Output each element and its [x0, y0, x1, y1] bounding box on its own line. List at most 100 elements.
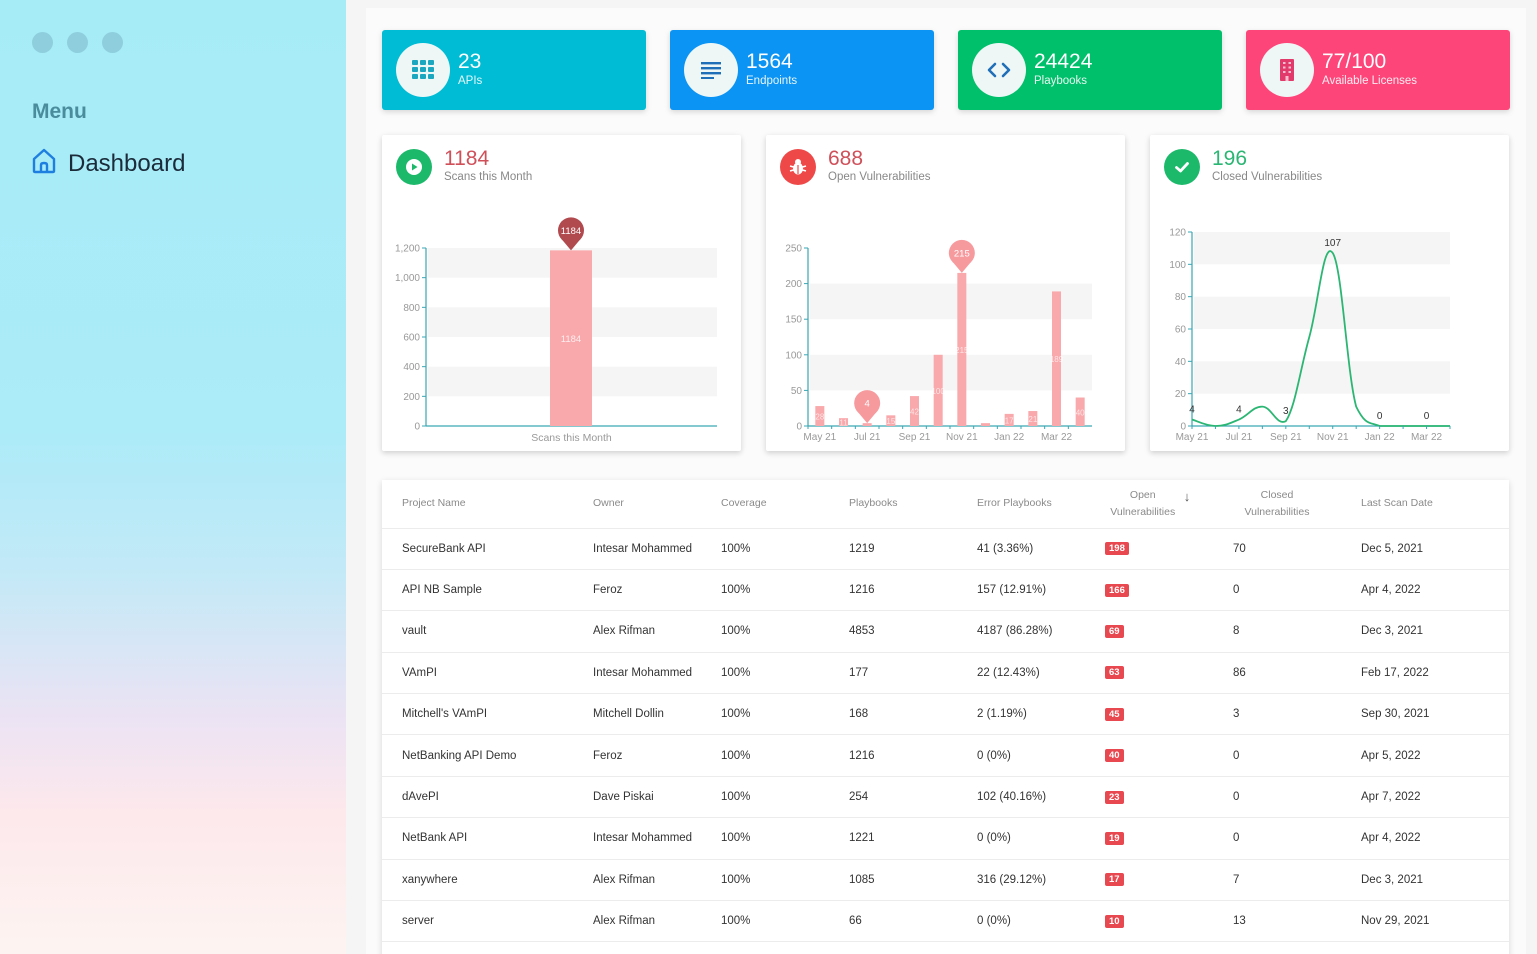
svg-text:Scans this Month: Scans this Month [531, 432, 612, 444]
open-vulnerabilities-badge: 63 [1105, 666, 1124, 680]
window-minimize-button[interactable] [67, 32, 88, 53]
stat-label: Endpoints [746, 75, 798, 87]
svg-text:Jan 22: Jan 22 [1365, 432, 1395, 443]
table-row[interactable]: NetBanking API Demo Feroz 100% 1216 0 (0%) 40… [382, 734, 1509, 777]
owner-cell: Mitchell Dollin [573, 693, 701, 736]
playbooks-cell: 1219 [829, 528, 957, 570]
project-name-cell: vault [382, 610, 573, 653]
svg-text:0: 0 [414, 422, 420, 433]
closed-vulnerabilities-cell: 7 [1213, 859, 1341, 902]
column-header-open-vulnerabilities[interactable]: Open Vulnerabilities ↓ [1085, 480, 1213, 529]
table-row[interactable]: dAvePI Dave Piskai 100% 254 102 (40.16%) 23 0 A… [382, 776, 1509, 819]
svg-text:200: 200 [403, 392, 420, 403]
table-row[interactable]: xanywhere Alex Rifman 100% 1085 316 (29.12%)… [382, 859, 1509, 902]
last-scan-date-cell: Apr 4, 2022 [1341, 817, 1509, 860]
svg-text:215: 215 [955, 346, 969, 355]
column-header-owner[interactable]: Owner [573, 480, 701, 529]
svg-text:May 21: May 21 [803, 432, 836, 443]
svg-text:0: 0 [1180, 422, 1186, 433]
open-vulnerabilities-badge: 166 [1105, 583, 1129, 597]
svg-text:15: 15 [886, 417, 895, 426]
stat-card-licenses[interactable]: 77/100 Available Licenses [1246, 30, 1510, 110]
window-close-button[interactable] [32, 32, 53, 53]
error-playbooks-cell: 22 (12.43%) [957, 652, 1085, 695]
svg-text:800: 800 [403, 303, 420, 314]
stat-card-endpoints[interactable]: 1564 Endpoints [670, 30, 934, 110]
error-playbooks-cell: 2 (1.19%) [957, 693, 1085, 736]
open-vulnerabilities-bar-chart[interactable]: 0 50 100 150 200 250 28 11 15 42 100 215 17 21 189 40 Ma… [766, 135, 1125, 451]
list-icon [684, 43, 738, 97]
coverage-cell: 100% [701, 569, 829, 612]
sidebar-item-dashboard[interactable]: Dashboard [30, 147, 185, 180]
svg-text:4: 4 [1236, 405, 1242, 416]
owner-cell: Feroz [573, 734, 701, 777]
table-row[interactable]: server Alex Rifman 100% 66 0 (0%) 10 13 Nov 29,… [382, 900, 1509, 943]
column-header-coverage[interactable]: Coverage [701, 480, 829, 529]
table-row[interactable]: SecureBank API Intesar Mohammed 100% 1219 41… [382, 528, 1509, 570]
column-header-playbooks[interactable]: Playbooks [829, 480, 957, 529]
project-name-cell: NetBank API [382, 817, 573, 860]
last-scan-date-cell: Sep 30, 2021 [1341, 693, 1509, 736]
svg-text:107: 107 [1324, 238, 1341, 249]
sort-down-arrow-icon[interactable]: ↓ [1183, 488, 1191, 504]
stat-card-apis[interactable]: 23 APIs [382, 30, 646, 110]
svg-text:28: 28 [815, 413, 824, 422]
error-playbooks-cell: 4187 (86.28%) [957, 610, 1085, 653]
svg-text:40: 40 [1175, 357, 1187, 368]
project-name-cell: API NB Sample [382, 569, 573, 612]
open-vulnerabilities-cell: 19 [1085, 817, 1213, 860]
svg-text:60: 60 [1175, 325, 1187, 336]
svg-text:Nov 21: Nov 21 [1317, 432, 1349, 443]
bug-icon [780, 149, 816, 185]
closed-vulnerabilities-cell: 3 [1213, 693, 1341, 736]
table-row[interactable]: API NB Sample Feroz 100% 1216 157 (12.91%) 16… [382, 569, 1509, 612]
column-header-closed-vulnerabilities[interactable]: Closed Vulnerabilities [1213, 480, 1341, 529]
table-row[interactable] [382, 941, 1509, 954]
open-vulnerabilities-cell: 23 [1085, 776, 1213, 819]
closed-vulnerabilities-cell: 0 [1213, 817, 1341, 860]
window-maximize-button[interactable] [102, 32, 123, 53]
stat-card-playbooks[interactable]: 24424 Playbooks [958, 30, 1222, 110]
svg-text:0: 0 [1424, 411, 1430, 422]
playbooks-cell: 177 [829, 652, 957, 695]
projects-table: Project Name Owner Coverage Playbooks Er… [382, 480, 1509, 954]
column-header-last-scan-date[interactable]: Last Scan Date [1341, 480, 1509, 529]
svg-text:17: 17 [1005, 416, 1014, 425]
owner-cell: Alex Rifman [573, 900, 701, 943]
svg-text:0: 0 [796, 422, 802, 433]
owner-cell: Intesar Mohammed [573, 652, 701, 695]
stat-label: Available Licenses [1322, 75, 1418, 87]
closed-vulnerabilities-cell: 70 [1213, 528, 1341, 570]
table-cell [382, 941, 1509, 954]
column-header-error-playbooks[interactable]: Error Playbooks [957, 480, 1085, 529]
playbooks-cell: 1216 [829, 569, 957, 612]
code-icon [972, 43, 1026, 97]
table-row[interactable]: vault Alex Rifman 100% 4853 4187 (86.28%) 69 8… [382, 610, 1509, 653]
svg-text:21: 21 [1028, 415, 1037, 424]
closed-vulnerabilities-value: 196 [1212, 147, 1248, 170]
closed-vulnerabilities-cell: 0 [1213, 569, 1341, 612]
table-row[interactable]: VAmPI Intesar Mohammed 100% 177 22 (12.43%) 6… [382, 652, 1509, 695]
last-scan-date-cell: Apr 5, 2022 [1341, 734, 1509, 777]
coverage-cell: 100% [701, 734, 829, 777]
project-name-cell: xanywhere [382, 859, 573, 902]
playbooks-cell: 1216 [829, 734, 957, 777]
column-header-project[interactable]: Project Name [382, 480, 573, 529]
svg-text:4: 4 [1189, 405, 1195, 416]
last-scan-date-cell: Dec 3, 2021 [1341, 610, 1509, 653]
playbooks-cell: 254 [829, 776, 957, 819]
sidebar: Menu Dashboard [0, 0, 346, 954]
open-vulnerabilities-badge: 198 [1105, 542, 1129, 556]
svg-text:4: 4 [865, 399, 870, 410]
last-scan-date-cell: Dec 5, 2021 [1341, 528, 1509, 570]
project-name-cell: dAvePI [382, 776, 573, 819]
table-row[interactable]: Mitchell's VAmPI Mitchell Dollin 100% 168 2 … [382, 693, 1509, 736]
open-vulnerabilities-badge: 23 [1105, 790, 1124, 804]
table-row[interactable]: NetBank API Intesar Mohammed 100% 1221 0 (0%… [382, 817, 1509, 860]
coverage-cell: 100% [701, 859, 829, 902]
owner-cell: Intesar Mohammed [573, 528, 701, 570]
playbooks-cell: 1221 [829, 817, 957, 860]
svg-text:600: 600 [403, 333, 420, 344]
